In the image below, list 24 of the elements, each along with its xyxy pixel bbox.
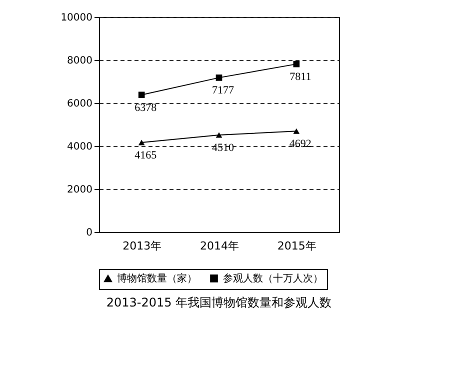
y-tick-label: 6000 (67, 98, 92, 110)
data-label: 7811 (290, 71, 312, 84)
x-tick-label: 2015年 (277, 240, 316, 252)
point (138, 92, 145, 98)
point (216, 74, 222, 81)
legend-label: 参观人数（十万人次） (223, 272, 323, 284)
x-tick-label: 2014年 (200, 240, 239, 252)
text: 2013-2015 年我国博物馆数量和参观人数 (106, 296, 332, 310)
point (216, 132, 222, 138)
y-tick-label: 2000 (67, 184, 92, 196)
data-label: 6378 (134, 102, 158, 114)
y-tick-label: 0 (86, 228, 92, 238)
legend-label: 博物馆数量（家） (117, 272, 197, 285)
y-tick-label: 8000 (67, 56, 92, 66)
point (138, 140, 145, 146)
y-tick-label: 10000 (60, 12, 92, 24)
y-tick-label: 4000 (67, 142, 92, 152)
point (293, 60, 300, 68)
data-label: 4510 (212, 142, 234, 154)
data-label: 7177 (212, 84, 234, 97)
x-tick-label: 2013年 (122, 240, 162, 252)
data-label: 4165 (134, 149, 158, 162)
data-label: 4692 (289, 138, 312, 150)
point (293, 128, 300, 134)
